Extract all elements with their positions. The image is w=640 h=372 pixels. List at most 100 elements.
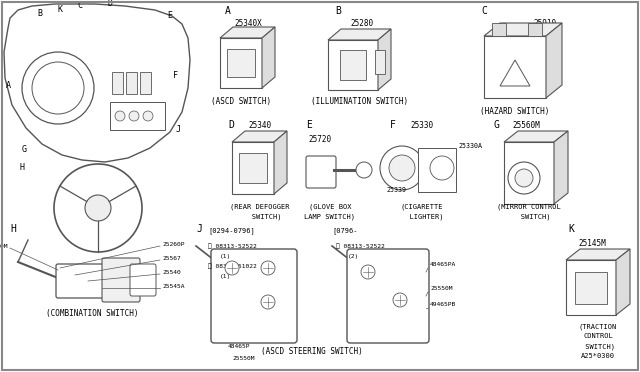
Text: 25145M: 25145M	[578, 239, 605, 248]
Polygon shape	[262, 27, 275, 88]
Text: Ⓜ 08313-52522: Ⓜ 08313-52522	[208, 243, 257, 249]
Circle shape	[261, 295, 275, 309]
Text: (2): (2)	[348, 254, 359, 259]
FancyBboxPatch shape	[484, 36, 546, 98]
FancyBboxPatch shape	[306, 156, 336, 188]
Polygon shape	[328, 29, 391, 40]
Text: K: K	[568, 224, 574, 234]
Circle shape	[115, 111, 125, 121]
Text: (ASCD SWITCH): (ASCD SWITCH)	[211, 97, 271, 106]
FancyBboxPatch shape	[418, 148, 456, 192]
Circle shape	[380, 146, 424, 190]
Text: 25339: 25339	[386, 187, 406, 193]
Text: C: C	[481, 6, 487, 16]
FancyBboxPatch shape	[112, 72, 123, 94]
Text: A25*0300: A25*0300	[581, 353, 615, 359]
Text: 25330: 25330	[410, 121, 433, 130]
Text: 25540: 25540	[162, 270, 180, 275]
FancyBboxPatch shape	[140, 72, 151, 94]
FancyBboxPatch shape	[528, 23, 542, 36]
FancyBboxPatch shape	[575, 272, 607, 304]
FancyBboxPatch shape	[566, 260, 616, 315]
Text: 25560M: 25560M	[512, 121, 540, 130]
Text: (HAZARD SWITCH): (HAZARD SWITCH)	[480, 107, 550, 116]
Circle shape	[22, 52, 94, 124]
Text: (REAR DEFOGGER: (REAR DEFOGGER	[230, 203, 290, 209]
Text: SWITCH): SWITCH)	[508, 213, 550, 219]
Polygon shape	[500, 60, 530, 86]
Text: D: D	[228, 120, 234, 130]
FancyBboxPatch shape	[328, 40, 378, 90]
Text: LAMP SWITCH): LAMP SWITCH)	[305, 213, 355, 219]
Text: 25910: 25910	[533, 19, 556, 28]
Text: [0294-0796]: [0294-0796]	[208, 227, 255, 234]
Circle shape	[32, 62, 84, 114]
Text: (1): (1)	[220, 254, 231, 259]
Circle shape	[54, 164, 142, 252]
Text: A: A	[225, 6, 231, 16]
FancyBboxPatch shape	[492, 23, 506, 36]
FancyBboxPatch shape	[211, 249, 297, 343]
Text: 25330A: 25330A	[458, 143, 482, 149]
FancyBboxPatch shape	[110, 102, 165, 130]
Circle shape	[430, 156, 454, 180]
Circle shape	[393, 293, 407, 307]
Text: G: G	[22, 145, 26, 154]
Text: (COMBINATION SWITCH): (COMBINATION SWITCH)	[45, 309, 138, 318]
FancyBboxPatch shape	[227, 49, 255, 77]
FancyBboxPatch shape	[232, 142, 274, 194]
Text: E: E	[168, 12, 173, 20]
Text: (ILLUMINATION SWITCH): (ILLUMINATION SWITCH)	[312, 97, 408, 106]
Text: K: K	[58, 6, 63, 15]
Text: 48465PA: 48465PA	[430, 262, 456, 267]
Text: 48465P: 48465P	[228, 344, 250, 349]
Text: 25280: 25280	[351, 19, 374, 28]
FancyBboxPatch shape	[347, 249, 429, 343]
Text: B: B	[38, 10, 42, 19]
Polygon shape	[274, 131, 287, 194]
Circle shape	[261, 261, 275, 275]
Text: J: J	[175, 125, 180, 135]
Text: B: B	[335, 6, 341, 16]
Text: 25545A: 25545A	[162, 284, 184, 289]
Text: C: C	[77, 1, 83, 10]
Text: SWITCH): SWITCH)	[239, 213, 281, 219]
Text: 25340: 25340	[248, 121, 271, 130]
Circle shape	[515, 169, 533, 187]
FancyBboxPatch shape	[340, 50, 366, 80]
FancyBboxPatch shape	[220, 38, 262, 88]
Circle shape	[129, 111, 139, 121]
Text: J: J	[196, 224, 202, 234]
FancyBboxPatch shape	[102, 258, 140, 302]
Text: 25540M: 25540M	[0, 244, 8, 249]
Text: (ASCD STEERING SWITCH): (ASCD STEERING SWITCH)	[261, 347, 363, 356]
Text: (GLOVE BOX: (GLOVE BOX	[308, 203, 351, 209]
Text: H: H	[19, 164, 24, 173]
Circle shape	[143, 111, 153, 121]
Text: (1): (1)	[220, 274, 231, 279]
Circle shape	[356, 162, 372, 178]
Polygon shape	[378, 29, 391, 90]
Text: CONTROL: CONTROL	[583, 333, 613, 339]
Text: [0796-: [0796-	[332, 227, 358, 234]
Text: (MIRROR CONTROL: (MIRROR CONTROL	[497, 203, 561, 209]
Text: F: F	[173, 71, 179, 80]
Polygon shape	[546, 23, 562, 98]
Text: D: D	[108, 0, 113, 9]
Text: LIGHTER): LIGHTER)	[401, 213, 444, 219]
Polygon shape	[220, 27, 275, 38]
Text: 25720: 25720	[308, 135, 331, 144]
Text: Ⓜ 08313-51022: Ⓜ 08313-51022	[208, 263, 257, 269]
Text: 25550M: 25550M	[232, 356, 255, 361]
FancyBboxPatch shape	[375, 50, 385, 74]
Text: F: F	[390, 120, 396, 130]
Text: 25340X: 25340X	[234, 19, 262, 28]
Polygon shape	[566, 249, 630, 260]
Polygon shape	[232, 131, 287, 142]
Text: (CIGARETTE: (CIGARETTE	[401, 203, 444, 209]
Polygon shape	[484, 23, 562, 36]
Text: 25550M: 25550M	[430, 286, 452, 291]
Text: 25567: 25567	[162, 256, 180, 261]
Text: Ⓜ 08313-52522: Ⓜ 08313-52522	[336, 243, 385, 249]
Polygon shape	[616, 249, 630, 315]
